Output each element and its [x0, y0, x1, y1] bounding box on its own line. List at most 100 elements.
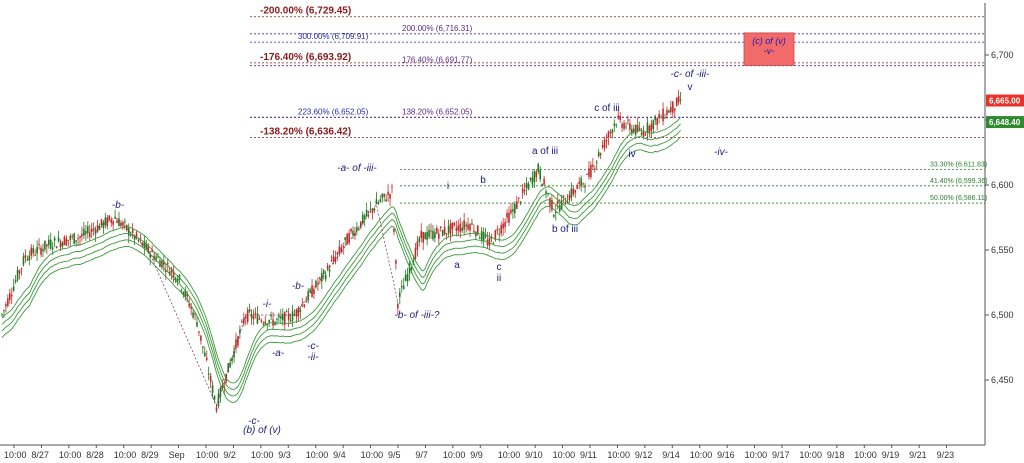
candle-body	[584, 186, 586, 188]
candle-body	[248, 309, 251, 312]
candle-body	[48, 239, 50, 246]
candle-body	[194, 313, 196, 315]
level-label: 223.60% (6,652.05)	[298, 107, 369, 116]
candle-body	[85, 231, 87, 234]
candle-body	[621, 124, 623, 128]
candle-body	[319, 277, 321, 279]
candle-body	[344, 237, 346, 240]
candle-body	[361, 214, 364, 224]
candle-body	[492, 243, 495, 245]
wave-label: a of iii	[532, 146, 558, 157]
candle-body	[572, 188, 575, 195]
candle-body	[473, 230, 475, 233]
wave-label: -c- of -iii-	[671, 69, 711, 80]
time-tick-label: 9/14	[662, 450, 680, 460]
candle-body	[124, 221, 126, 223]
candle-body	[469, 224, 471, 231]
candle-body	[112, 220, 114, 225]
candle-body	[192, 312, 194, 318]
wave-path	[79, 203, 399, 407]
price-tick-label: 6,550	[991, 245, 1014, 255]
candle-body	[441, 230, 444, 236]
candle-body	[662, 108, 664, 122]
candle-body	[400, 286, 403, 288]
candle-body	[660, 117, 662, 119]
candle-body	[605, 140, 608, 142]
time-tick-label: 9/11	[580, 450, 597, 460]
candle-body	[161, 260, 163, 268]
candle-body	[227, 363, 229, 373]
candle-body	[328, 269, 331, 272]
candle-body	[599, 153, 602, 156]
candle-body	[120, 222, 122, 227]
candle-body	[510, 209, 512, 214]
candle-body	[10, 294, 13, 297]
candle-body	[38, 243, 40, 245]
candle-body	[416, 241, 419, 250]
wave-label: a	[454, 260, 460, 271]
candle-body	[342, 246, 345, 248]
candle-body	[603, 139, 606, 149]
candle-body	[22, 256, 25, 265]
candle-body	[434, 232, 436, 239]
candle-body	[57, 237, 60, 242]
candle-body	[338, 246, 341, 254]
candle-body	[387, 191, 389, 195]
candle-body	[375, 199, 378, 205]
wave-label: iv	[628, 149, 635, 160]
candle-body	[315, 280, 317, 288]
candle-body	[172, 271, 175, 278]
candle-body	[453, 223, 456, 226]
candle-body	[204, 352, 206, 357]
candle-body	[428, 230, 430, 237]
candle-body	[5, 304, 7, 307]
ma-band-line	[1, 123, 681, 390]
wave-label: -c-	[307, 341, 319, 352]
candle-body	[165, 269, 167, 273]
candle-body	[79, 236, 81, 239]
candle-body	[508, 212, 510, 223]
candle-body	[340, 247, 343, 253]
candle-body	[268, 320, 270, 323]
candle-body	[650, 123, 653, 131]
candle-body	[235, 339, 237, 348]
level-label: 176.40% (6,691.77)	[402, 56, 473, 65]
candle-body	[582, 183, 584, 185]
candle-body	[586, 173, 588, 175]
candle-body	[289, 320, 292, 322]
candle-body	[590, 165, 592, 178]
candle-body	[395, 260, 397, 264]
candle-body	[174, 277, 177, 281]
candle-body	[287, 313, 290, 320]
candle-body	[231, 357, 233, 361]
candle-body	[609, 131, 612, 134]
candle-body	[525, 182, 528, 188]
candle-body	[430, 230, 432, 232]
candle-body	[87, 226, 89, 233]
price-tick-label: 6,600	[991, 180, 1014, 190]
candle-body	[211, 385, 214, 394]
candle-body	[24, 255, 27, 258]
candle-body	[677, 96, 680, 103]
candle-body	[502, 223, 504, 229]
candle-body	[149, 253, 151, 258]
candle-body	[205, 357, 208, 360]
candle-body	[75, 240, 77, 242]
candle-body	[644, 134, 647, 136]
candle-body	[166, 262, 169, 265]
candle-body	[562, 195, 565, 197]
candle-body	[188, 303, 190, 307]
time-tick-label: 10:00	[196, 450, 219, 460]
candle-body	[88, 232, 91, 238]
candle-body	[595, 161, 598, 163]
price-tick-label: 6,500	[991, 310, 1014, 320]
candle-body	[106, 217, 109, 227]
candle-body	[447, 225, 450, 233]
candle-body	[568, 194, 571, 201]
candle-body	[200, 335, 202, 341]
level-label: 300.00% (6,709.91)	[298, 32, 369, 41]
ma-band-line	[1, 130, 681, 397]
candle-body	[237, 336, 239, 346]
candle-body	[367, 211, 370, 213]
